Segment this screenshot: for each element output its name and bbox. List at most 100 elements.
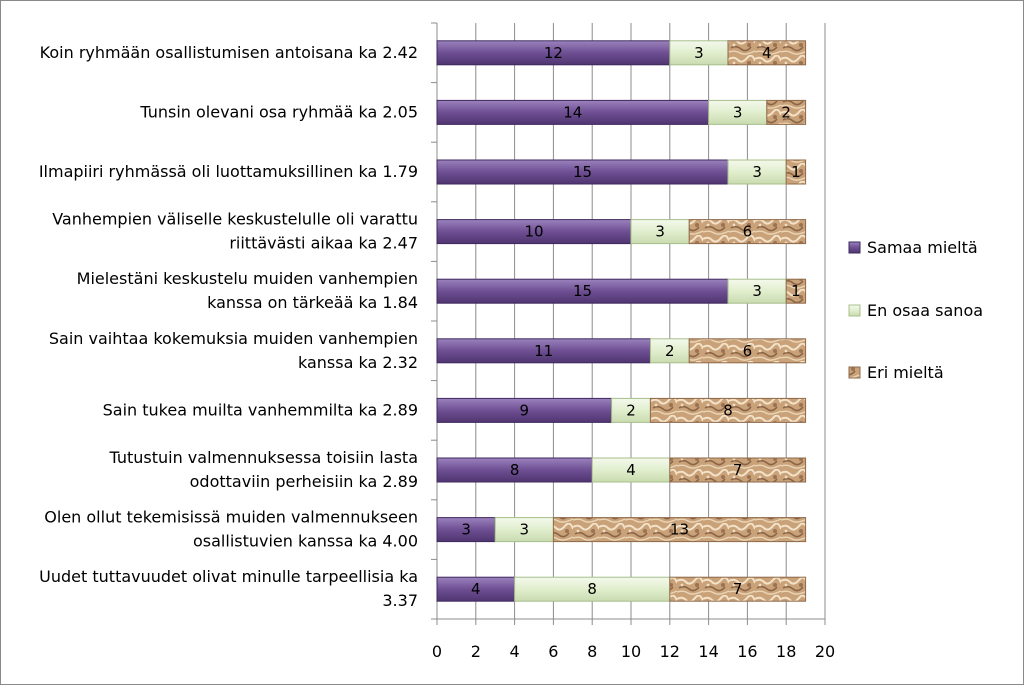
- bar-value-label: 6: [743, 223, 753, 241]
- x-tick-label: 0: [432, 642, 442, 661]
- x-tick-label: 10: [621, 642, 641, 661]
- bar-segment: [436, 40, 671, 66]
- bar-value-label: 4: [471, 580, 481, 598]
- bar-segment: [611, 397, 651, 423]
- bar-value-label: 3: [520, 521, 530, 539]
- category-label-line: Uudet tuttavuudet olivat minulle tarpeel…: [39, 567, 418, 586]
- bar-segment: [669, 40, 729, 66]
- category-label-line: kanssa on tärkeää ka 1.84: [207, 293, 418, 312]
- bar-segment: [436, 457, 593, 483]
- bar-segment: [766, 99, 807, 125]
- bar-segment: [436, 219, 632, 245]
- bar-value-label: 4: [762, 44, 772, 62]
- bar-value-label: 3: [752, 282, 762, 300]
- category-label-line: Ilmapiiri ryhmässä oli luottamuksillinen…: [39, 162, 418, 181]
- legend: Samaa mieltä En osaa sanoa Eri mieltä: [848, 238, 983, 382]
- bar-segment: [727, 278, 787, 304]
- x-tick-label: 20: [815, 642, 835, 661]
- bar-segment: [727, 159, 787, 185]
- legend-label: En osaa sanoa: [867, 301, 983, 320]
- category-label: Koin ryhmään osallistumisen antoisana ka…: [40, 43, 418, 62]
- bar-value-label: 4: [626, 461, 636, 479]
- bar-value-label: 6: [743, 342, 753, 360]
- bar-segment: [436, 397, 613, 423]
- bar-value-label: 13: [670, 521, 689, 539]
- x-tick-labels: 0 2 4 6 8 10 12 14 16 18 20: [432, 642, 835, 661]
- bar-value-label: 1: [791, 163, 801, 181]
- bar-segment: [785, 159, 807, 185]
- bar-segment: [649, 397, 807, 423]
- x-tick-label: 12: [660, 642, 680, 661]
- bar-value-label: 3: [733, 103, 743, 121]
- bar-value-label: 3: [461, 521, 471, 539]
- bar-value-label: 12: [544, 44, 563, 62]
- bar-value-label: 3: [694, 44, 704, 62]
- category-label: Tutustuin valmennuksessa toisiin lasta od…: [108, 448, 418, 491]
- bar-value-label: 8: [723, 401, 733, 419]
- bar-value-label: 1: [791, 282, 801, 300]
- legend-swatch: [848, 241, 861, 254]
- x-tick-label: 6: [548, 642, 558, 661]
- category-label-line: Koin ryhmään osallistumisen antoisana ka…: [40, 43, 418, 62]
- category-label-line: Tutustuin valmennuksessa toisiin lasta: [108, 448, 418, 467]
- legend-label: Eri mieltä: [867, 363, 944, 382]
- bar-segment: [688, 219, 807, 245]
- category-label: Vanhempien väliselle keskustelulle oli v…: [52, 210, 418, 253]
- bar-value-label: 15: [573, 282, 592, 300]
- x-tick-label: 16: [737, 642, 757, 661]
- bar-value-label: 2: [781, 103, 791, 121]
- category-label: Uudet tuttavuudet olivat minulle tarpeel…: [39, 567, 418, 610]
- bar-value-label: 8: [510, 461, 520, 479]
- bars: 12 3 414 3 215 3 110 3 615 3 111 2 69 2 88 4 73 3 134 8 7: [436, 40, 807, 602]
- category-label-line: osallistuvien kanssa ka 4.00: [193, 532, 418, 551]
- bar-segment: [436, 576, 516, 602]
- bar-segment: [708, 99, 768, 125]
- category-label: Olen ollut tekemisissä muiden valmennuks…: [44, 508, 418, 551]
- bar-segment: [785, 278, 807, 304]
- category-label-line: riittävästi aikaa ka 2.47: [229, 234, 418, 253]
- category-label-line: 3.37: [382, 591, 418, 610]
- bar-segment: [630, 219, 690, 245]
- bar-segment: [688, 338, 807, 364]
- bar-value-label: 11: [534, 342, 553, 360]
- bar-value-label: 9: [520, 401, 530, 419]
- bar-value-label: 15: [573, 163, 592, 181]
- bar-value-label: 7: [733, 461, 743, 479]
- bar-segment: [514, 576, 671, 602]
- bar-value-label: 14: [563, 103, 582, 121]
- bar-value-label: 2: [665, 342, 675, 360]
- category-label: Sain vaihtaa kokemuksia muiden vanhempie…: [49, 329, 418, 372]
- bar-segment: [649, 338, 690, 364]
- bar-value-label: 3: [655, 223, 665, 241]
- category-label-line: odottaviin perheisiin ka 2.89: [190, 472, 418, 491]
- legend-swatch: [848, 304, 861, 317]
- bar-segment: [591, 457, 671, 483]
- category-label-line: Sain vaihtaa kokemuksia muiden vanhempie…: [49, 329, 418, 348]
- bar-value-label: 3: [752, 163, 762, 181]
- bar-value-label: 2: [626, 401, 636, 419]
- legend-swatch: [848, 366, 861, 379]
- category-label: Mielestäni keskustelu muiden vanhempien k…: [77, 269, 418, 312]
- category-label-line: Vanhempien väliselle keskustelulle oli v…: [52, 210, 418, 229]
- category-labels: Koin ryhmään osallistumisen antoisana ka…: [39, 43, 418, 610]
- bar-segment: [436, 159, 729, 185]
- category-label: Ilmapiiri ryhmässä oli luottamuksillinen…: [39, 162, 418, 181]
- category-label-line: Tunsin olevani osa ryhmää ka 2.05: [139, 102, 418, 121]
- legend-label: Samaa mieltä: [867, 238, 978, 257]
- category-label-line: Olen ollut tekemisissä muiden valmennuks…: [44, 508, 418, 527]
- category-label-line: Sain tukea muilta vanhemmilta ka 2.89: [103, 400, 418, 419]
- x-tick-label: 8: [587, 642, 597, 661]
- bar-segment: [436, 278, 729, 304]
- category-label: Tunsin olevani osa ryhmää ka 2.05: [139, 102, 418, 121]
- bar-value-label: 7: [733, 580, 743, 598]
- bar-segment: [436, 517, 496, 543]
- category-label-line: kanssa ka 2.32: [298, 353, 418, 372]
- bar-value-label: 10: [524, 223, 543, 241]
- x-tick-label: 14: [698, 642, 718, 661]
- bar-segment: [436, 338, 651, 364]
- x-tick-label: 18: [776, 642, 796, 661]
- bar-segment: [727, 40, 807, 66]
- bar-value-label: 8: [587, 580, 597, 598]
